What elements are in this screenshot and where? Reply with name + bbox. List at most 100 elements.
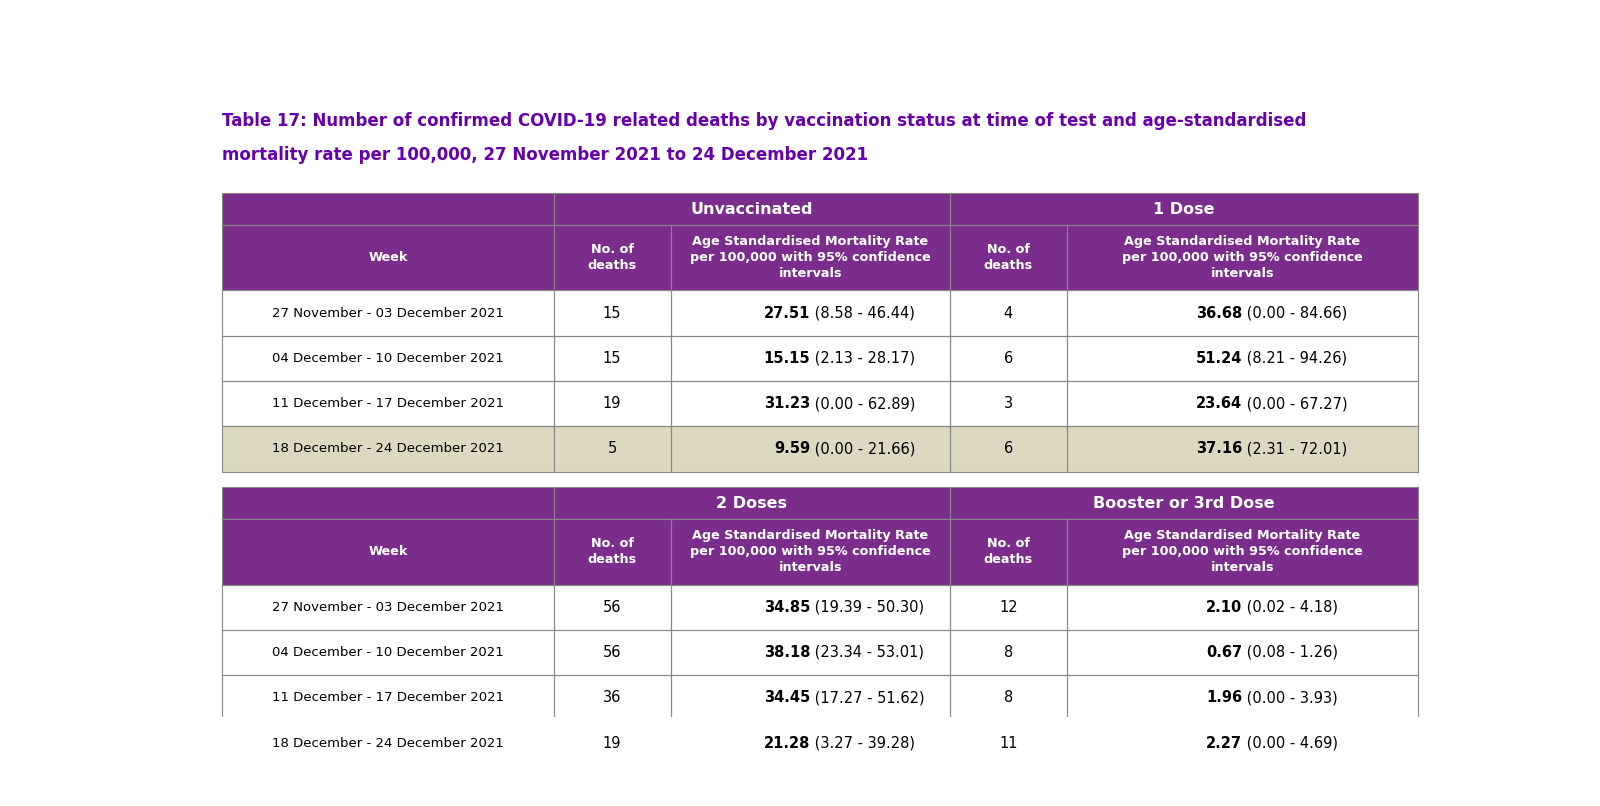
Bar: [554, 584, 670, 629]
Text: Table 17: Number of confirmed COVID-19 related deaths by vaccination status at t: Table 17: Number of confirmed COVID-19 r…: [222, 112, 1307, 131]
Bar: [554, 290, 670, 335]
Bar: [950, 675, 1067, 721]
Text: 34.45: 34.45: [765, 690, 810, 705]
Text: 2.10: 2.10: [1206, 600, 1242, 615]
Text: (2.31 - 72.01): (2.31 - 72.01): [1242, 442, 1347, 456]
Text: 6: 6: [1003, 442, 1013, 456]
Bar: [670, 290, 950, 335]
Bar: [950, 381, 1067, 426]
Bar: [554, 381, 670, 426]
Text: 15: 15: [603, 351, 621, 366]
Text: Age Standardised Mortality Rate
per 100,000 with 95% confidence
intervals: Age Standardised Mortality Rate per 100,…: [690, 235, 931, 280]
Bar: [950, 721, 1067, 766]
Bar: [1067, 426, 1418, 472]
Bar: [222, 629, 554, 675]
Text: (0.00 - 4.69): (0.00 - 4.69): [1242, 736, 1338, 750]
Text: No. of
deaths: No. of deaths: [587, 538, 637, 567]
Text: 6: 6: [1003, 351, 1013, 366]
Text: 8: 8: [1003, 645, 1013, 660]
Text: 11 December - 17 December 2021: 11 December - 17 December 2021: [272, 397, 504, 410]
Text: 9.59: 9.59: [774, 442, 810, 456]
Bar: [950, 629, 1067, 675]
Bar: [554, 426, 670, 472]
Text: (0.00 - 67.27): (0.00 - 67.27): [1242, 396, 1347, 411]
Text: 15.15: 15.15: [763, 351, 810, 366]
Text: 04 December - 10 December 2021: 04 December - 10 December 2021: [272, 351, 504, 365]
Bar: [554, 225, 670, 290]
Text: 56: 56: [603, 645, 621, 660]
Text: 37.16: 37.16: [1197, 442, 1242, 456]
Bar: [670, 584, 950, 629]
Bar: [670, 675, 950, 721]
Bar: [222, 487, 554, 519]
Text: 1 Dose: 1 Dose: [1154, 202, 1214, 217]
Bar: [670, 519, 950, 584]
Bar: [950, 426, 1067, 472]
Text: (3.27 - 39.28): (3.27 - 39.28): [810, 736, 915, 750]
Bar: [554, 193, 950, 225]
Text: 21.28: 21.28: [763, 736, 810, 750]
Text: 56: 56: [603, 600, 621, 615]
Bar: [222, 721, 554, 766]
Text: 8: 8: [1003, 690, 1013, 705]
Bar: [950, 225, 1067, 290]
Text: 27 November - 03 December 2021: 27 November - 03 December 2021: [272, 306, 504, 319]
Bar: [554, 629, 670, 675]
Bar: [222, 193, 554, 225]
Text: (23.34 - 53.01): (23.34 - 53.01): [810, 645, 925, 660]
Bar: [1067, 519, 1418, 584]
Bar: [554, 335, 670, 381]
Text: 11 December - 17 December 2021: 11 December - 17 December 2021: [272, 692, 504, 704]
Bar: [222, 225, 554, 290]
Text: 51.24: 51.24: [1195, 351, 1242, 366]
Text: 18 December - 24 December 2021: 18 December - 24 December 2021: [272, 737, 504, 750]
Text: 31.23: 31.23: [765, 396, 810, 411]
Text: Unvaccinated: Unvaccinated: [691, 202, 813, 217]
Text: 34.85: 34.85: [763, 600, 810, 615]
Text: 3: 3: [1003, 396, 1013, 411]
Text: 18 December - 24 December 2021: 18 December - 24 December 2021: [272, 442, 504, 455]
Bar: [950, 519, 1067, 584]
Bar: [1067, 584, 1418, 629]
Text: (0.00 - 3.93): (0.00 - 3.93): [1242, 690, 1338, 705]
Text: 2 Doses: 2 Doses: [717, 496, 787, 511]
Text: mortality rate per 100,000, 27 November 2021 to 24 December 2021: mortality rate per 100,000, 27 November …: [222, 147, 869, 164]
Bar: [222, 675, 554, 721]
Text: 36: 36: [603, 690, 621, 705]
Text: Age Standardised Mortality Rate
per 100,000 with 95% confidence
intervals: Age Standardised Mortality Rate per 100,…: [1122, 530, 1363, 575]
Bar: [222, 519, 554, 584]
Text: (0.00 - 21.66): (0.00 - 21.66): [810, 442, 915, 456]
Text: 0.67: 0.67: [1206, 645, 1242, 660]
Bar: [554, 519, 670, 584]
Bar: [670, 426, 950, 472]
Text: 38.18: 38.18: [763, 645, 810, 660]
Bar: [670, 225, 950, 290]
Text: (19.39 - 50.30): (19.39 - 50.30): [810, 600, 925, 615]
Text: 27 November - 03 December 2021: 27 November - 03 December 2021: [272, 600, 504, 613]
Text: Booster or 3rd Dose: Booster or 3rd Dose: [1093, 496, 1275, 511]
Text: 36.68: 36.68: [1197, 305, 1242, 321]
Bar: [1067, 381, 1418, 426]
Bar: [950, 193, 1418, 225]
Text: 23.64: 23.64: [1197, 396, 1242, 411]
Text: Age Standardised Mortality Rate
per 100,000 with 95% confidence
intervals: Age Standardised Mortality Rate per 100,…: [1122, 235, 1363, 280]
Bar: [950, 584, 1067, 629]
Text: (17.27 - 51.62): (17.27 - 51.62): [810, 690, 925, 705]
Bar: [670, 629, 950, 675]
Text: (2.13 - 28.17): (2.13 - 28.17): [810, 351, 915, 366]
Text: 19: 19: [603, 396, 621, 411]
Bar: [670, 381, 950, 426]
Bar: [670, 335, 950, 381]
Text: 4: 4: [1003, 305, 1013, 321]
Bar: [222, 335, 554, 381]
Text: No. of
deaths: No. of deaths: [587, 243, 637, 272]
Bar: [950, 487, 1418, 519]
Text: Week: Week: [368, 251, 408, 264]
Text: (8.58 - 46.44): (8.58 - 46.44): [810, 305, 915, 321]
Text: Week: Week: [368, 546, 408, 559]
Bar: [554, 675, 670, 721]
Text: 1.96: 1.96: [1206, 690, 1242, 705]
Bar: [554, 487, 950, 519]
Text: No. of
deaths: No. of deaths: [984, 538, 1034, 567]
Bar: [1067, 629, 1418, 675]
